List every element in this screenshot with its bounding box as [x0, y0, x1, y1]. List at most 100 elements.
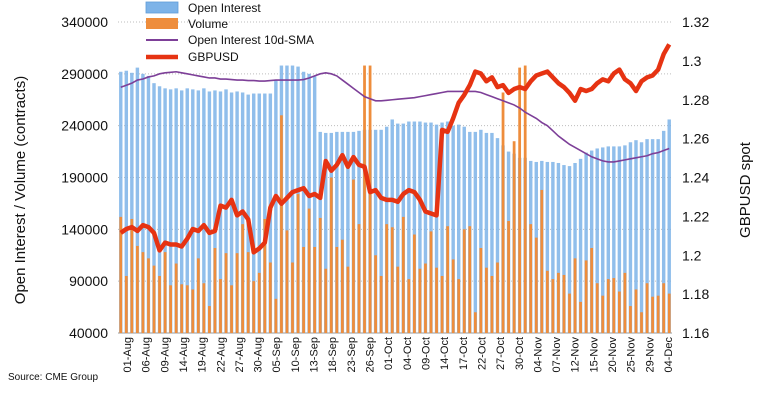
- y2-tick-label: 1.26: [682, 131, 709, 147]
- open-interest-bar: [224, 89, 228, 333]
- volume-bar: [285, 230, 289, 333]
- legend-label-sma: Open Interest 10d-SMA: [188, 33, 314, 47]
- open-interest-bar: [440, 122, 444, 333]
- open-interest-bar: [146, 75, 151, 333]
- open-interest-bar: [484, 132, 489, 333]
- gridlines: [118, 21, 672, 334]
- x-tick-label: 07-Nov: [551, 337, 563, 373]
- volume-bar: [640, 312, 643, 333]
- x-tick-label: 22-Oct: [476, 337, 488, 370]
- legend-label-gbpusd: GBPUSD: [188, 50, 239, 64]
- volume-bar: [551, 279, 555, 333]
- x-ticks: 01-Aug 06-Aug 09-Aug 14-Aug 19-Aug 22-Aug 27-A…: [122, 337, 675, 373]
- open-interest-bar: [612, 146, 616, 333]
- y2-tick-label: 1.32: [682, 14, 709, 30]
- right-y-ticks: 1.32 1.3 1.28 1.26 1.24 1.22 1.2 1.18 1.16: [682, 14, 709, 341]
- open-interest-bar: [257, 93, 261, 333]
- volume-bar: [257, 272, 261, 333]
- volume-bar: [429, 231, 433, 333]
- volume-bar: [446, 226, 450, 333]
- volume-bar: [302, 246, 305, 333]
- source-note: Source: CME Group: [8, 372, 98, 383]
- open-interest-bar: [667, 119, 671, 333]
- volume-bar: [629, 306, 632, 333]
- volume-bar: [196, 258, 200, 333]
- volume-bar: [291, 262, 294, 333]
- open-interest-bar: [634, 140, 638, 333]
- volume-bar: [645, 283, 649, 333]
- volume-bar: [396, 266, 400, 333]
- volume-bar: [385, 224, 389, 333]
- volume-bar: [268, 262, 272, 333]
- open-interest-bar: [601, 147, 605, 333]
- volume-bar: [534, 237, 538, 333]
- open-interest-bar: [196, 90, 201, 333]
- open-interest-bar: [479, 129, 483, 333]
- x-tick-label: 18-Sep: [327, 337, 339, 372]
- volume-bar: [468, 226, 472, 333]
- x-tick-label: 09-Oct: [421, 337, 433, 370]
- left-y-ticks: 340000 290000 240000 190000 140000 90000 40000: [61, 14, 108, 341]
- open-interest-bar: [573, 162, 577, 333]
- y2-tick-label: 1.3: [682, 53, 702, 69]
- legend-swatch-volume: [146, 18, 178, 29]
- open-interest-bar: [252, 93, 256, 333]
- volume-bar: [352, 179, 355, 333]
- x-tick-label: 19-Aug: [197, 337, 209, 372]
- y-tick-label: 40000: [69, 325, 108, 341]
- volume-bar: [335, 246, 339, 333]
- x-tick-label: 25-Nov: [626, 337, 638, 373]
- x-tick-label: 30-Oct: [514, 337, 526, 370]
- volume-bar: [346, 266, 350, 333]
- open-interest-bar: [623, 145, 627, 333]
- open-interest-bar: [202, 88, 206, 333]
- volume-bar: [169, 285, 173, 333]
- volume-bar: [523, 65, 527, 333]
- open-interest-bar: [396, 123, 400, 333]
- volume-bar: [490, 275, 494, 333]
- open-interest-bar: [340, 131, 345, 333]
- x-tick-label: 04-Nov: [532, 337, 544, 373]
- volume-bar: [413, 234, 416, 333]
- volume-bar: [363, 65, 366, 333]
- open-interest-bar: [578, 158, 583, 333]
- y-tick-label: 340000: [61, 14, 108, 30]
- y2-tick-label: 1.2: [682, 247, 702, 263]
- volume-bar: [136, 245, 139, 333]
- volume-bar: [529, 224, 533, 333]
- volume-bar: [296, 194, 300, 333]
- open-interest-bar: [628, 142, 633, 333]
- volume-bar: [612, 278, 616, 333]
- open-interest-bar: [545, 161, 550, 333]
- volume-bar: [568, 293, 571, 333]
- x-tick-label: 09-Aug: [159, 337, 171, 372]
- open-interest-bar: [185, 88, 189, 333]
- volume-bar: [313, 246, 317, 333]
- open-interest-bar: [274, 80, 278, 333]
- open-interest-bar: [207, 91, 212, 334]
- open-interest-bar: [562, 165, 566, 333]
- legend-label-volume: Volume: [188, 17, 228, 31]
- y2-tick-label: 1.28: [682, 92, 709, 108]
- volume-bar: [651, 296, 654, 333]
- volume-bar: [324, 268, 328, 333]
- volume-bar: [263, 218, 267, 333]
- open-interest-bar: [661, 130, 666, 333]
- open-interest-bar: [606, 146, 610, 333]
- volume-bar: [219, 279, 222, 333]
- open-interest-bar: [141, 73, 145, 333]
- open-interest-bar: [639, 142, 644, 333]
- volume-bar: [557, 272, 560, 333]
- open-interest-bar: [301, 71, 306, 333]
- x-tick-label: 04-Oct: [402, 337, 414, 370]
- volume-bar: [656, 295, 660, 333]
- volume-bar: [374, 255, 377, 333]
- volume-bar: [440, 275, 444, 333]
- volume-bar: [507, 221, 510, 333]
- x-tick-label: 12-Nov: [570, 337, 582, 373]
- y-tick-label: 90000: [69, 273, 108, 289]
- x-tick-label: 22-Aug: [215, 337, 227, 372]
- volume-bar: [307, 208, 311, 333]
- x-tick-label: 26-Sep: [365, 337, 377, 372]
